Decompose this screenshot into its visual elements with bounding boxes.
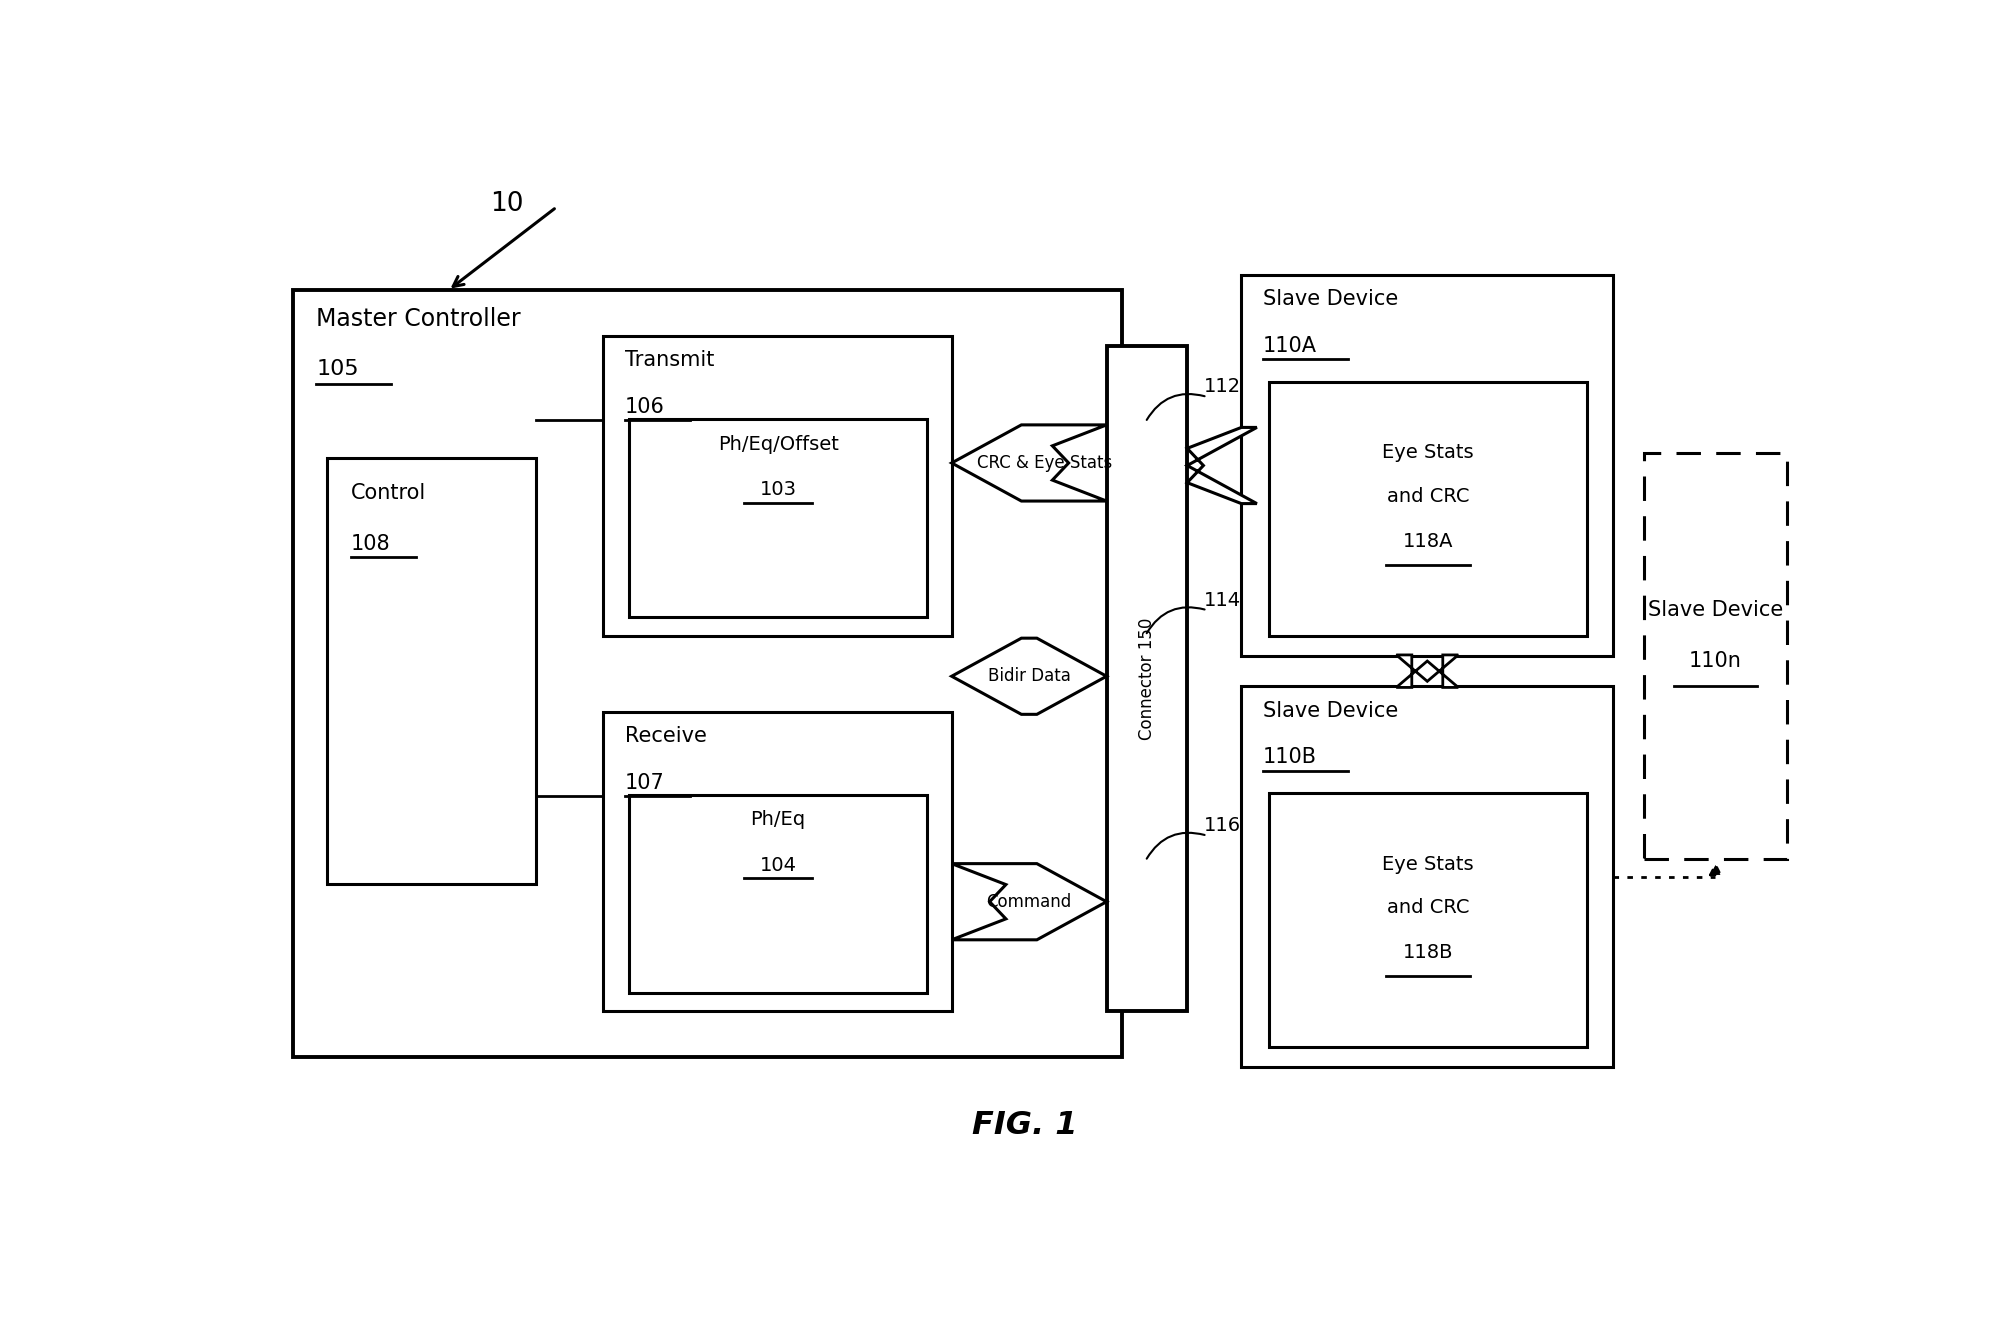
Text: Eye Stats: Eye Stats bbox=[1381, 443, 1473, 463]
Text: and CRC: and CRC bbox=[1387, 487, 1469, 506]
Polygon shape bbox=[951, 864, 1107, 940]
Text: FIG. 1: FIG. 1 bbox=[971, 1109, 1077, 1141]
FancyBboxPatch shape bbox=[629, 419, 927, 617]
Text: Master Controller: Master Controller bbox=[316, 306, 521, 331]
Text: Slave Device: Slave Device bbox=[1646, 600, 1782, 620]
Text: 104: 104 bbox=[759, 856, 797, 874]
Text: Eye Stats: Eye Stats bbox=[1381, 855, 1473, 873]
Text: 105: 105 bbox=[316, 359, 360, 380]
FancyBboxPatch shape bbox=[1107, 346, 1187, 1012]
Text: Bidir Data: Bidir Data bbox=[987, 667, 1071, 686]
Text: Slave Device: Slave Device bbox=[1263, 289, 1399, 309]
Text: 118B: 118B bbox=[1403, 943, 1453, 962]
Text: 116: 116 bbox=[1203, 816, 1241, 835]
FancyBboxPatch shape bbox=[603, 336, 951, 636]
Text: Ph/Eq/Offset: Ph/Eq/Offset bbox=[717, 434, 839, 454]
Text: CRC & Eye Stats: CRC & Eye Stats bbox=[977, 454, 1111, 472]
FancyBboxPatch shape bbox=[294, 290, 1121, 1057]
Text: 107: 107 bbox=[625, 773, 663, 793]
Text: and CRC: and CRC bbox=[1387, 898, 1469, 917]
Text: 110n: 110n bbox=[1688, 652, 1740, 671]
Text: 106: 106 bbox=[625, 397, 663, 417]
Text: Ph/Eq: Ph/Eq bbox=[749, 810, 805, 830]
Text: Connector 150: Connector 150 bbox=[1137, 617, 1155, 740]
FancyBboxPatch shape bbox=[603, 712, 951, 1012]
Text: 114: 114 bbox=[1203, 591, 1241, 609]
Text: Command: Command bbox=[987, 893, 1071, 910]
FancyBboxPatch shape bbox=[1241, 686, 1612, 1067]
Text: 112: 112 bbox=[1203, 377, 1241, 396]
FancyBboxPatch shape bbox=[1241, 276, 1612, 656]
Polygon shape bbox=[951, 638, 1107, 715]
Text: 110A: 110A bbox=[1263, 336, 1317, 356]
Text: 10: 10 bbox=[490, 191, 523, 216]
Polygon shape bbox=[951, 425, 1107, 501]
Text: 108: 108 bbox=[350, 534, 390, 554]
FancyBboxPatch shape bbox=[1644, 452, 1786, 859]
FancyBboxPatch shape bbox=[629, 795, 927, 993]
Text: Receive: Receive bbox=[625, 725, 707, 747]
Text: Transmit: Transmit bbox=[625, 351, 713, 371]
FancyBboxPatch shape bbox=[1269, 381, 1586, 636]
FancyBboxPatch shape bbox=[328, 458, 535, 885]
Polygon shape bbox=[1395, 656, 1459, 687]
Text: Slave Device: Slave Device bbox=[1263, 700, 1399, 720]
Text: 110B: 110B bbox=[1263, 748, 1317, 768]
FancyBboxPatch shape bbox=[1269, 793, 1586, 1047]
Text: Control: Control bbox=[350, 483, 426, 504]
Text: 118A: 118A bbox=[1403, 532, 1453, 550]
Text: 103: 103 bbox=[759, 480, 797, 499]
Polygon shape bbox=[1187, 427, 1257, 504]
